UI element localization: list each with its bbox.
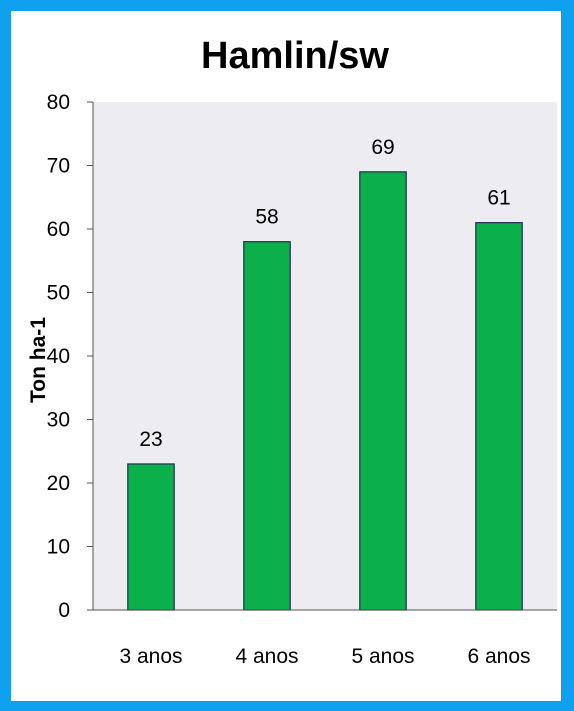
- y-tick-label: 80: [47, 91, 70, 114]
- x-tick-label: 4 anos: [235, 645, 298, 668]
- x-tick-label: 5 anos: [351, 645, 414, 668]
- bar: [359, 171, 407, 611]
- bar: [475, 222, 523, 611]
- y-axis-title: Ton ha-1: [27, 317, 50, 403]
- data-label: 61: [487, 187, 510, 210]
- x-tick-label: 3 anos: [119, 645, 182, 668]
- y-tick-label: 10: [47, 536, 70, 559]
- chart-title: Hamlin/sw: [201, 35, 389, 77]
- bars-layer: [127, 171, 523, 611]
- y-tick-label: 20: [47, 472, 70, 495]
- labels-layer: 23 3 anos 58 4 anos 69 5 anos 61 6 anos 0 10 20 30 4…: [47, 91, 531, 668]
- axes-layer: [87, 101, 557, 611]
- y-tick-label: 30: [47, 409, 70, 432]
- bar: [243, 241, 291, 611]
- y-tick-label: 40: [47, 345, 70, 368]
- data-label: 69: [371, 136, 394, 159]
- y-tick-label: 0: [58, 599, 70, 622]
- x-tick-label: 6 anos: [467, 645, 530, 668]
- y-tick-label: 60: [47, 218, 70, 241]
- data-label: 58: [255, 206, 278, 229]
- bar: [127, 463, 175, 611]
- y-tick-label: 70: [47, 155, 70, 178]
- data-label: 23: [139, 428, 162, 451]
- y-tick-label: 50: [47, 282, 70, 305]
